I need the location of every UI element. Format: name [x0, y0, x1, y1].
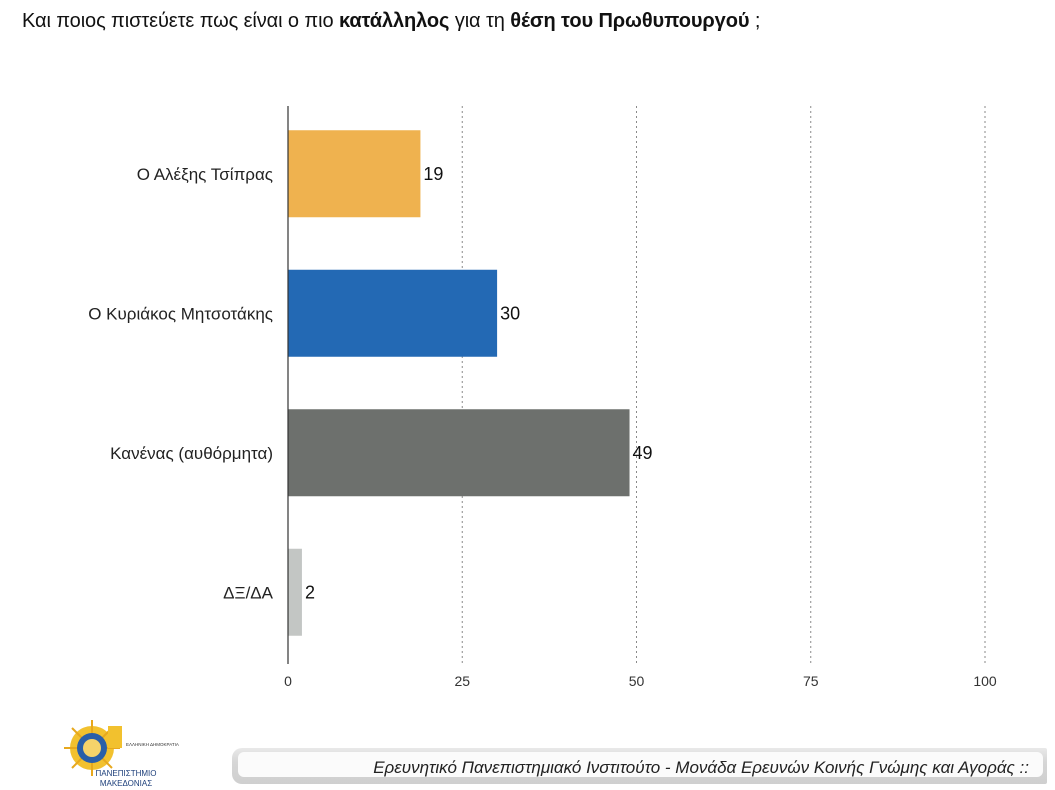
value-label-1: 19: [423, 164, 443, 184]
question-bold-2: θέση του Πρωθυπουργού: [510, 10, 750, 32]
chart-gridlines: [461, 106, 986, 664]
footer-institute-text: Ερευνητικό Πανεπιστημιακό Ινστιτούτο - Μ…: [373, 758, 1029, 777]
value-label-2: 30: [500, 303, 520, 323]
question-part-1: Και ποιος πιστεύετε πως είναι ο πιο: [22, 10, 339, 32]
x-tick-label-100: 100: [973, 673, 997, 689]
category-label-4: ΔΞ/ΔΑ: [223, 583, 273, 602]
x-tick-label-75: 75: [803, 673, 819, 689]
university-logo: ΕΛΛΗΝΙΚΗ ΔΗΜΟΚΡΑΤΙΑ ΠΑΝΕΠΙΣΤΗΜΙΟ ΜΑΚΕΔΟΝ…: [64, 720, 179, 788]
category-label-1: Ο Αλέξης Τσίπρας: [137, 165, 273, 184]
question-bold-1: κατάλληλος: [338, 10, 450, 32]
footer-band: Ερευνητικό Πανεπιστημιακό Ινστιτούτο - Μ…: [232, 748, 1047, 784]
chart-labels: 0 25 50 75 100 Ο Αλέξης Τσίπρας 19 Ο Κυριάκος Μ…: [88, 164, 997, 689]
category-label-3: Κανένας (αυθόρμητα): [110, 444, 273, 463]
chart-question-title: Και ποιος πιστεύετε πως είναι ο πιο κατά…: [22, 10, 760, 33]
question-part-2: για τη: [449, 10, 511, 32]
x-tick-label-25: 25: [454, 673, 470, 689]
bar-1: [288, 130, 421, 218]
sun-emblem-icon: [64, 720, 122, 776]
value-label-4: 2: [305, 582, 315, 602]
value-label-3: 49: [633, 443, 653, 463]
logo-line-2: ΜΑΚΕΔΟΝΙΑΣ: [100, 779, 152, 788]
chart-bars: [288, 130, 630, 636]
bar-3: [288, 409, 630, 497]
bar-2: [288, 269, 498, 357]
x-tick-label-50: 50: [629, 673, 645, 689]
bar-4: [288, 548, 302, 636]
logo-side-text: ΕΛΛΗΝΙΚΗ ΔΗΜΟΚΡΑΤΙΑ: [126, 742, 179, 747]
logo-line-1: ΠΑΝΕΠΙΣΤΗΜΙΟ: [96, 769, 157, 778]
bar-chart: 0 25 50 75 100 Ο Αλέξης Τσίπρας 19 Ο Κυριάκος Μ…: [88, 106, 997, 689]
x-tick-label-0: 0: [284, 673, 292, 689]
question-part-3: ;: [749, 10, 761, 32]
category-label-2: Ο Κυριάκος Μητσοτάκης: [88, 304, 273, 323]
